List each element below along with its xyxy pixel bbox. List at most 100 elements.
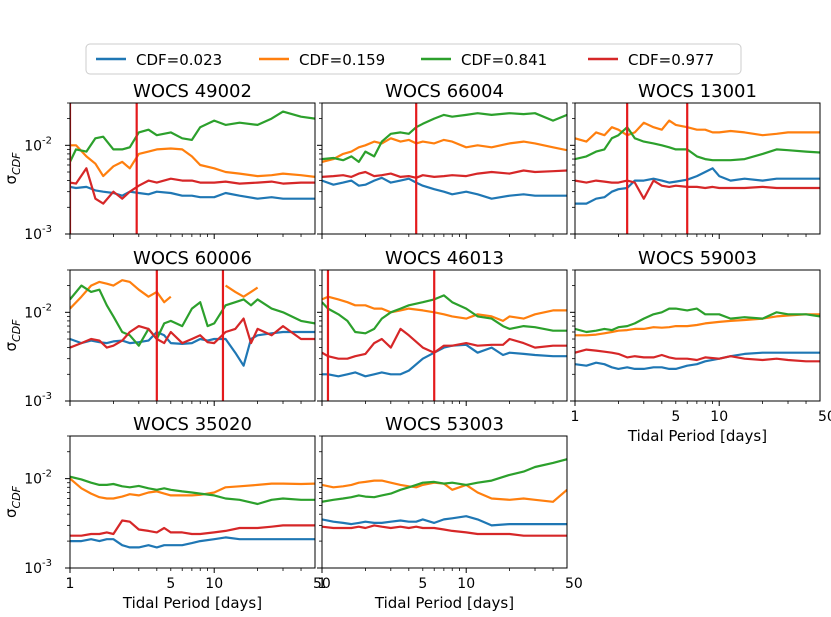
series-line bbox=[70, 475, 315, 506]
y-axis-label-sub: CDF bbox=[10, 152, 23, 175]
series-line bbox=[70, 536, 315, 549]
axes-frame bbox=[69, 102, 316, 235]
legend-entry: CDF=0.023 bbox=[96, 51, 222, 69]
panel-title: WOCS 59003 bbox=[638, 248, 757, 269]
series-line bbox=[575, 119, 820, 143]
x-tick-label: 10 bbox=[457, 576, 475, 592]
series-line bbox=[322, 327, 567, 360]
plot-area bbox=[575, 103, 820, 234]
legend-label: CDF=0.159 bbox=[299, 51, 385, 69]
series-line bbox=[322, 515, 567, 527]
y-axis-label: σCDF bbox=[2, 319, 23, 352]
y-tick-exp: -3 bbox=[42, 391, 52, 402]
y-axis-label-main: σ bbox=[2, 508, 20, 518]
series-line bbox=[575, 126, 820, 162]
series-line bbox=[322, 458, 567, 503]
chart-panel: WOCS 66004 bbox=[317, 81, 568, 239]
series-line bbox=[322, 176, 567, 200]
series-line bbox=[70, 144, 315, 178]
x-tick-label: 1 bbox=[571, 409, 580, 425]
y-tick-exp: -2 bbox=[42, 302, 52, 313]
axes-frame bbox=[69, 269, 316, 402]
panel-title: WOCS 35020 bbox=[133, 414, 252, 435]
series-line bbox=[70, 330, 315, 367]
panel-title: WOCS 66004 bbox=[385, 81, 504, 102]
series-line bbox=[70, 317, 315, 349]
plot-area bbox=[70, 475, 315, 549]
panel-title: WOCS 49002 bbox=[133, 81, 252, 102]
x-tick-label: 1 bbox=[66, 576, 75, 592]
y-tick-label: 10-2 bbox=[24, 135, 52, 154]
legend-entry: CDF=0.159 bbox=[259, 51, 385, 69]
series-line bbox=[575, 348, 820, 363]
y-tick-base: 10 bbox=[24, 138, 42, 154]
series-line bbox=[575, 313, 820, 337]
plot-area bbox=[575, 307, 820, 370]
y-tick-exp: -2 bbox=[42, 469, 52, 480]
series-line bbox=[70, 477, 315, 500]
legend: CDF=0.023 CDF=0.159 CDF=0.841 CDF=0.977 bbox=[85, 43, 742, 75]
plot-area bbox=[322, 458, 567, 537]
series-line bbox=[322, 169, 567, 179]
x-axis-label: Tidal Period [days] bbox=[374, 594, 514, 612]
y-axis-label: σCDF bbox=[2, 152, 23, 185]
series-line bbox=[70, 519, 315, 537]
x-tick-label: 10 bbox=[205, 576, 223, 592]
y-tick-base: 10 bbox=[24, 394, 42, 410]
panel-title: WOCS 53003 bbox=[385, 414, 504, 435]
axes-frame bbox=[321, 269, 568, 402]
axes-frame bbox=[574, 102, 821, 235]
chart-panel: WOCS 13001 bbox=[570, 81, 821, 239]
plot-area bbox=[70, 103, 315, 234]
x-axis-label: Tidal Period [days] bbox=[627, 427, 767, 445]
y-axis-label-sub: CDF bbox=[10, 319, 23, 342]
legend-entry: CDF=0.977 bbox=[588, 51, 714, 69]
y-tick-label: 10-2 bbox=[24, 469, 52, 488]
series-line bbox=[70, 284, 315, 347]
axes-frame bbox=[321, 102, 568, 235]
y-tick-label: 10-2 bbox=[24, 302, 52, 321]
panel-title: WOCS 13001 bbox=[638, 81, 757, 102]
panel-title: WOCS 60006 bbox=[133, 248, 252, 269]
axes-frame bbox=[321, 435, 568, 569]
legend-frame bbox=[85, 43, 742, 75]
y-axis-label-sub: CDF bbox=[10, 485, 23, 508]
panel-title: WOCS 46013 bbox=[385, 248, 504, 269]
series-line bbox=[322, 294, 567, 335]
series-line bbox=[575, 179, 820, 200]
y-axis-label-main: σ bbox=[2, 342, 20, 352]
y-tick-exp: -2 bbox=[42, 135, 52, 146]
series-line bbox=[322, 295, 567, 322]
y-tick-base: 10 bbox=[24, 472, 42, 488]
y-tick-base: 10 bbox=[24, 561, 42, 577]
y-tick-label: 10-3 bbox=[24, 558, 52, 577]
series-line bbox=[70, 185, 315, 200]
series-line bbox=[322, 524, 567, 537]
series-line bbox=[70, 167, 315, 205]
series-line bbox=[70, 110, 315, 163]
series-line bbox=[322, 343, 567, 378]
series-line bbox=[322, 137, 567, 163]
y-tick-exp: -3 bbox=[42, 558, 52, 569]
legend-entry: CDF=0.841 bbox=[421, 51, 547, 69]
legend-label: CDF=0.841 bbox=[461, 51, 547, 69]
x-tick-label: 5 bbox=[166, 576, 175, 592]
axes-frame bbox=[574, 269, 821, 402]
x-tick-label: 5 bbox=[671, 409, 680, 425]
plot-area bbox=[322, 270, 567, 401]
x-tick-label: 1 bbox=[318, 576, 327, 592]
y-axis-label-main: σ bbox=[2, 175, 20, 185]
chart-panel: WOCS 59003 1 5 10 50 Tidal Period [days] bbox=[570, 248, 831, 445]
y-tick-base: 10 bbox=[24, 305, 42, 321]
plot-area bbox=[322, 103, 567, 234]
chart-panel: WOCS 46013 bbox=[317, 248, 568, 406]
x-tick-label: 5 bbox=[418, 576, 427, 592]
x-tick-label: 50 bbox=[565, 576, 583, 592]
series-line bbox=[575, 351, 820, 370]
x-tick-label: 10 bbox=[710, 409, 728, 425]
